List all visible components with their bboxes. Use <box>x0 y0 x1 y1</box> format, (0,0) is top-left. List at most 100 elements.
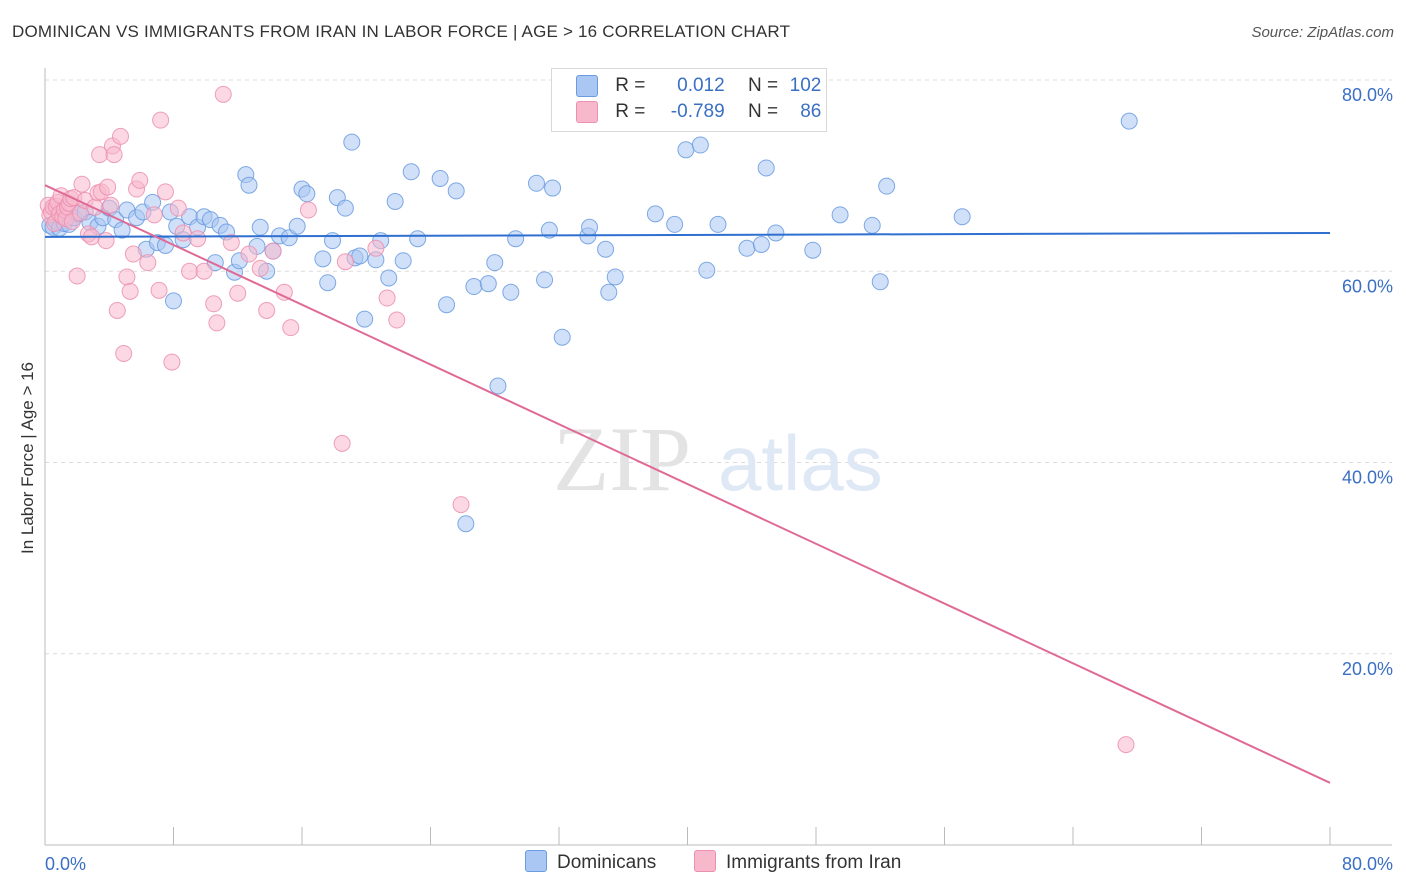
point-dominicans <box>606 268 624 286</box>
point-dominicans <box>646 205 664 223</box>
point-dominicans <box>581 218 599 236</box>
legend-n-value: 102 <box>789 75 822 97</box>
series-dominicans <box>41 112 1138 533</box>
point-iran <box>205 295 223 313</box>
trend-line-dominicans <box>44 232 1331 238</box>
point-iran <box>174 224 192 242</box>
point-dominicans <box>698 261 716 279</box>
legend-r-value: -0.789 <box>670 101 725 123</box>
point-dominicans <box>431 169 449 187</box>
point-dominicans <box>165 292 182 310</box>
point-dominicans <box>757 159 775 177</box>
point-iran <box>163 353 181 371</box>
point-dominicans <box>878 177 896 195</box>
point-dominicans <box>457 515 475 533</box>
chart-title: DOMINICAN VS IMMIGRANTS FROM IRAN IN LAB… <box>12 22 791 41</box>
point-dominicans <box>343 133 361 151</box>
point-dominicans <box>479 275 497 293</box>
legend-r-label: R = <box>615 101 646 123</box>
point-dominicans <box>386 192 404 210</box>
y-tick-label: 40.0% <box>1342 468 1393 488</box>
point-dominicans <box>953 208 971 226</box>
point-dominicans <box>709 215 727 233</box>
legend-label-dominicans: Dominicans <box>557 852 657 873</box>
point-iran <box>222 234 240 252</box>
point-iran <box>388 311 406 329</box>
point-iran <box>115 344 133 362</box>
legend-item-iran[interactable]: Immigrants from Iran <box>694 849 902 874</box>
point-iran <box>105 146 123 164</box>
point-iran <box>275 283 293 301</box>
point-dominicans <box>666 215 684 233</box>
point-iran <box>189 230 207 248</box>
point-iran <box>258 301 276 319</box>
point-dominicans <box>319 274 337 292</box>
point-dominicans <box>489 377 507 395</box>
point-dominicans <box>298 185 316 203</box>
point-dominicans <box>240 176 258 194</box>
point-dominicans <box>314 250 332 268</box>
point-iran <box>378 289 396 307</box>
point-iran <box>333 434 351 452</box>
point-iran <box>156 183 174 201</box>
point-dominicans <box>831 206 849 224</box>
watermark-atlas: atlas <box>718 419 883 507</box>
point-iran <box>68 267 86 285</box>
point-iran <box>282 319 300 337</box>
legend-label-iran: Immigrants from Iran <box>726 852 902 873</box>
point-iran <box>73 175 91 193</box>
legend-row-dominicans: R = 0.012 N = 102 <box>576 75 821 99</box>
point-dominicans <box>251 218 269 236</box>
point-dominicans <box>597 240 615 258</box>
point-dominicans <box>871 273 889 291</box>
point-dominicans <box>540 221 558 239</box>
point-dominicans <box>752 235 770 253</box>
point-dominicans <box>156 236 174 254</box>
point-dominicans <box>409 230 427 248</box>
legend-item-dominicans[interactable]: Dominicans <box>525 849 657 874</box>
legend-r-label: R = <box>615 75 646 97</box>
point-iran <box>208 314 226 332</box>
point-iran <box>102 196 120 214</box>
source-label: Source: ZipAtlas.com <box>1251 24 1394 41</box>
point-dominicans <box>402 163 420 181</box>
legend-r-value: 0.012 <box>677 75 725 97</box>
point-iran <box>336 253 354 271</box>
point-dominicans <box>380 269 398 287</box>
point-dominicans <box>507 230 525 248</box>
point-dominicans <box>336 199 354 217</box>
legend-swatch-iran <box>576 101 598 123</box>
series-iran <box>39 85 1135 754</box>
point-iran <box>240 245 258 263</box>
point-iran <box>229 284 247 302</box>
y-axis-label: In Labor Force | Age > 16 <box>18 361 37 555</box>
point-dominicans <box>553 328 571 346</box>
point-dominicans <box>544 179 562 197</box>
legend-n-label: N = <box>747 101 779 123</box>
y-tick-label: 20.0% <box>1342 659 1393 679</box>
point-iran <box>150 281 168 299</box>
point-iran <box>181 262 199 280</box>
point-iran <box>121 282 139 300</box>
point-iran <box>452 496 470 514</box>
point-dominicans <box>394 252 412 270</box>
point-iran <box>152 111 170 129</box>
point-iran <box>131 171 149 189</box>
swatch-dominicans <box>525 849 547 872</box>
point-dominicans <box>438 296 456 314</box>
point-iran <box>99 178 117 196</box>
point-iran <box>124 245 142 263</box>
point-dominicans <box>502 283 520 301</box>
point-dominicans <box>465 278 483 296</box>
point-dominicans <box>486 254 504 272</box>
point-dominicans <box>356 310 374 328</box>
watermark: ZIP atlas <box>553 408 883 510</box>
point-dominicans <box>863 216 881 234</box>
point-iran <box>139 254 157 272</box>
point-iran <box>97 232 115 250</box>
point-iran <box>1117 736 1135 754</box>
point-dominicans <box>447 182 465 200</box>
tick-labels: 20.0% 40.0% 60.0% 80.0% 0.0% 80.0% <box>45 85 1393 874</box>
point-iran <box>86 198 104 216</box>
point-dominicans <box>677 141 695 159</box>
